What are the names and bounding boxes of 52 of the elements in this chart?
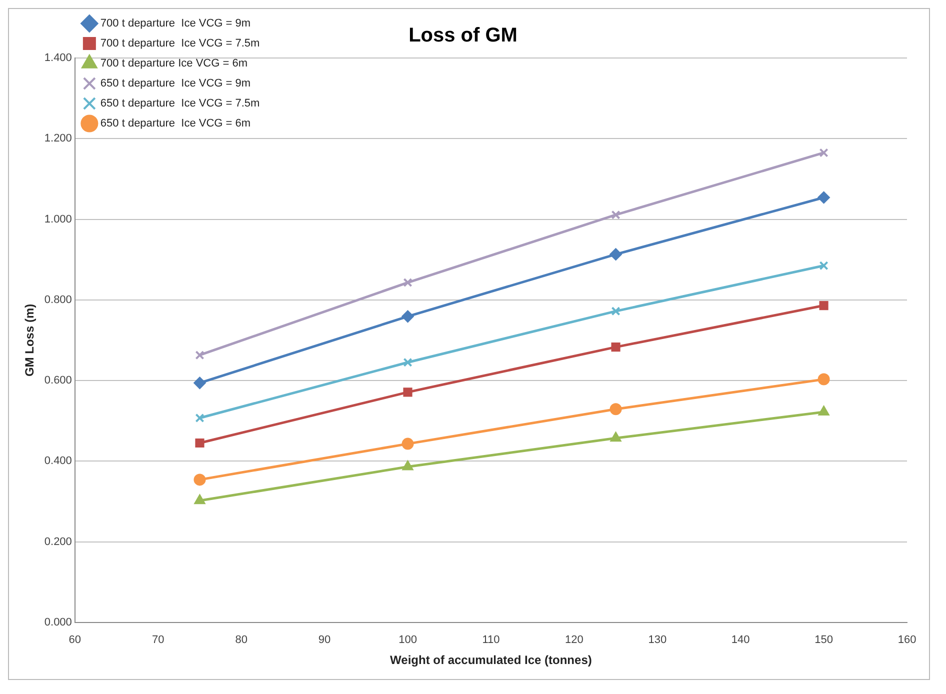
x-tick-label: 130 bbox=[648, 634, 667, 646]
x-tick-label: 140 bbox=[731, 634, 750, 646]
point bbox=[611, 210, 620, 220]
point bbox=[611, 342, 620, 352]
point bbox=[194, 474, 206, 486]
x-tick-label: 60 bbox=[68, 634, 82, 646]
point bbox=[195, 413, 204, 423]
point bbox=[819, 261, 828, 270]
x-tick-label: 90 bbox=[318, 634, 331, 646]
x-tick-label: 100 bbox=[398, 634, 417, 646]
point bbox=[610, 248, 622, 260]
point bbox=[818, 373, 830, 386]
legend-label: 650 t departure Ice VCG = 7.5m bbox=[100, 98, 260, 110]
point bbox=[194, 494, 206, 504]
legend-label: 700 t departure Ice VCG = 9m bbox=[100, 18, 251, 30]
x-tick-label: 120 bbox=[564, 634, 584, 646]
x-tick-label: 70 bbox=[152, 634, 164, 646]
point bbox=[610, 432, 622, 442]
point bbox=[402, 310, 414, 322]
x-tick-label: 110 bbox=[482, 634, 500, 646]
y-tick-label: 0.000 bbox=[44, 616, 72, 628]
point bbox=[194, 376, 206, 389]
x-tick-label: 150 bbox=[814, 634, 833, 646]
y-tick-label: 1.400 bbox=[44, 52, 72, 64]
y-tick-label: 1.200 bbox=[44, 132, 72, 145]
point bbox=[195, 438, 204, 448]
chart-title: Loss of GM bbox=[408, 24, 518, 47]
point bbox=[403, 278, 412, 288]
point bbox=[403, 388, 412, 397]
x-tick-label: 80 bbox=[235, 634, 248, 646]
point bbox=[195, 350, 204, 360]
point bbox=[818, 191, 830, 204]
point bbox=[818, 406, 830, 416]
y-tick-label: 0.400 bbox=[44, 455, 72, 468]
legend-label: 650 t departure Ice VCG = 6m bbox=[100, 118, 251, 130]
point bbox=[819, 300, 828, 310]
point bbox=[819, 148, 828, 158]
point bbox=[402, 438, 414, 450]
y-axis-title: GM Loss (m) bbox=[22, 304, 37, 377]
y-tick-label: 0.200 bbox=[44, 536, 72, 548]
y-tick-label: 1.000 bbox=[44, 213, 72, 226]
y-tick-label: 0.600 bbox=[44, 374, 72, 387]
point bbox=[611, 306, 620, 316]
legend-label: 650 t departure Ice VCG = 9m bbox=[100, 78, 251, 90]
point bbox=[610, 403, 622, 416]
point bbox=[403, 358, 412, 367]
legend-label: 700 t departure Ice VCG = 6m bbox=[100, 58, 248, 70]
x-tick-label: 160 bbox=[898, 634, 916, 646]
point bbox=[402, 460, 414, 470]
x-axis-title: Weight of accumulated Ice (tonnes) bbox=[390, 653, 592, 668]
legend-label: 700 t departure Ice VCG = 7.5m bbox=[100, 38, 260, 50]
y-tick-label: 0.800 bbox=[44, 294, 72, 306]
